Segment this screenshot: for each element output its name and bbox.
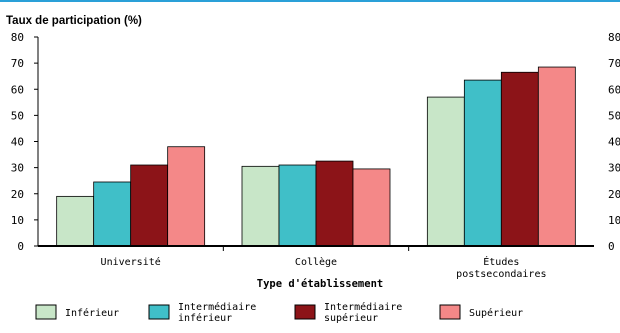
bar xyxy=(426,96,465,247)
y-tick-label-right: 10 xyxy=(608,214,620,227)
y-tick-label: 0 xyxy=(17,240,24,253)
y-tick-label: 40 xyxy=(11,136,24,149)
bar xyxy=(93,181,132,247)
y-tick-label-right: 40 xyxy=(608,136,620,149)
y-tick-label-right: 20 xyxy=(608,188,620,201)
bars xyxy=(56,66,576,247)
y-tick-label-right: 70 xyxy=(608,57,620,70)
bar xyxy=(537,66,576,247)
right-axis: 0 10 20 30 40 50 60 70 80 xyxy=(608,31,620,253)
y-tick-label: 80 xyxy=(11,31,24,44)
y-tick-label: 20 xyxy=(11,188,24,201)
bar xyxy=(56,195,95,247)
y-tick-label: 50 xyxy=(11,109,24,122)
legend-swatch xyxy=(439,304,461,320)
bar xyxy=(167,146,206,247)
y-tick-label-right: 30 xyxy=(608,162,620,175)
y-tick-label-right: 80 xyxy=(608,31,620,44)
category-label: Études xyxy=(483,255,519,268)
bar xyxy=(130,164,169,247)
bar xyxy=(463,79,502,247)
legend-label: Intermédiaire xyxy=(324,301,402,313)
legend-label: supérieur xyxy=(324,312,378,324)
legend-label: inférieur xyxy=(178,312,232,324)
bar xyxy=(315,160,354,247)
bar xyxy=(278,164,317,247)
legend-swatch xyxy=(148,304,170,320)
legend-label: Inférieur xyxy=(65,307,119,319)
category-label: Collège xyxy=(295,256,337,268)
legend-swatch xyxy=(294,304,316,320)
bar xyxy=(352,168,391,247)
bar xyxy=(500,71,539,247)
y-tick-label: 70 xyxy=(11,57,24,70)
legend-label: Intermédiaire xyxy=(178,301,256,313)
y-tick-label-right: 60 xyxy=(608,83,620,96)
bar xyxy=(241,165,280,247)
legend: InférieurIntermédiaireinférieurIntermédi… xyxy=(35,301,523,324)
y-tick-label: 60 xyxy=(11,83,24,96)
legend-swatch xyxy=(35,304,57,320)
legend-label: Supérieur xyxy=(469,307,523,319)
y-tick-label: 30 xyxy=(11,162,24,175)
y-tick-label-right: 50 xyxy=(608,109,620,122)
y-tick-label: 10 xyxy=(11,214,24,227)
category-label: Université xyxy=(101,256,161,268)
category-label: postsecondaires xyxy=(456,269,546,280)
y-axis-title: Taux de participation (%) xyxy=(6,15,142,27)
y-tick-label-right: 0 xyxy=(608,240,615,253)
x-axis-title: Type d'établissement xyxy=(257,278,383,290)
left-axis: 0 10 20 30 40 50 60 70 80 xyxy=(11,31,38,253)
